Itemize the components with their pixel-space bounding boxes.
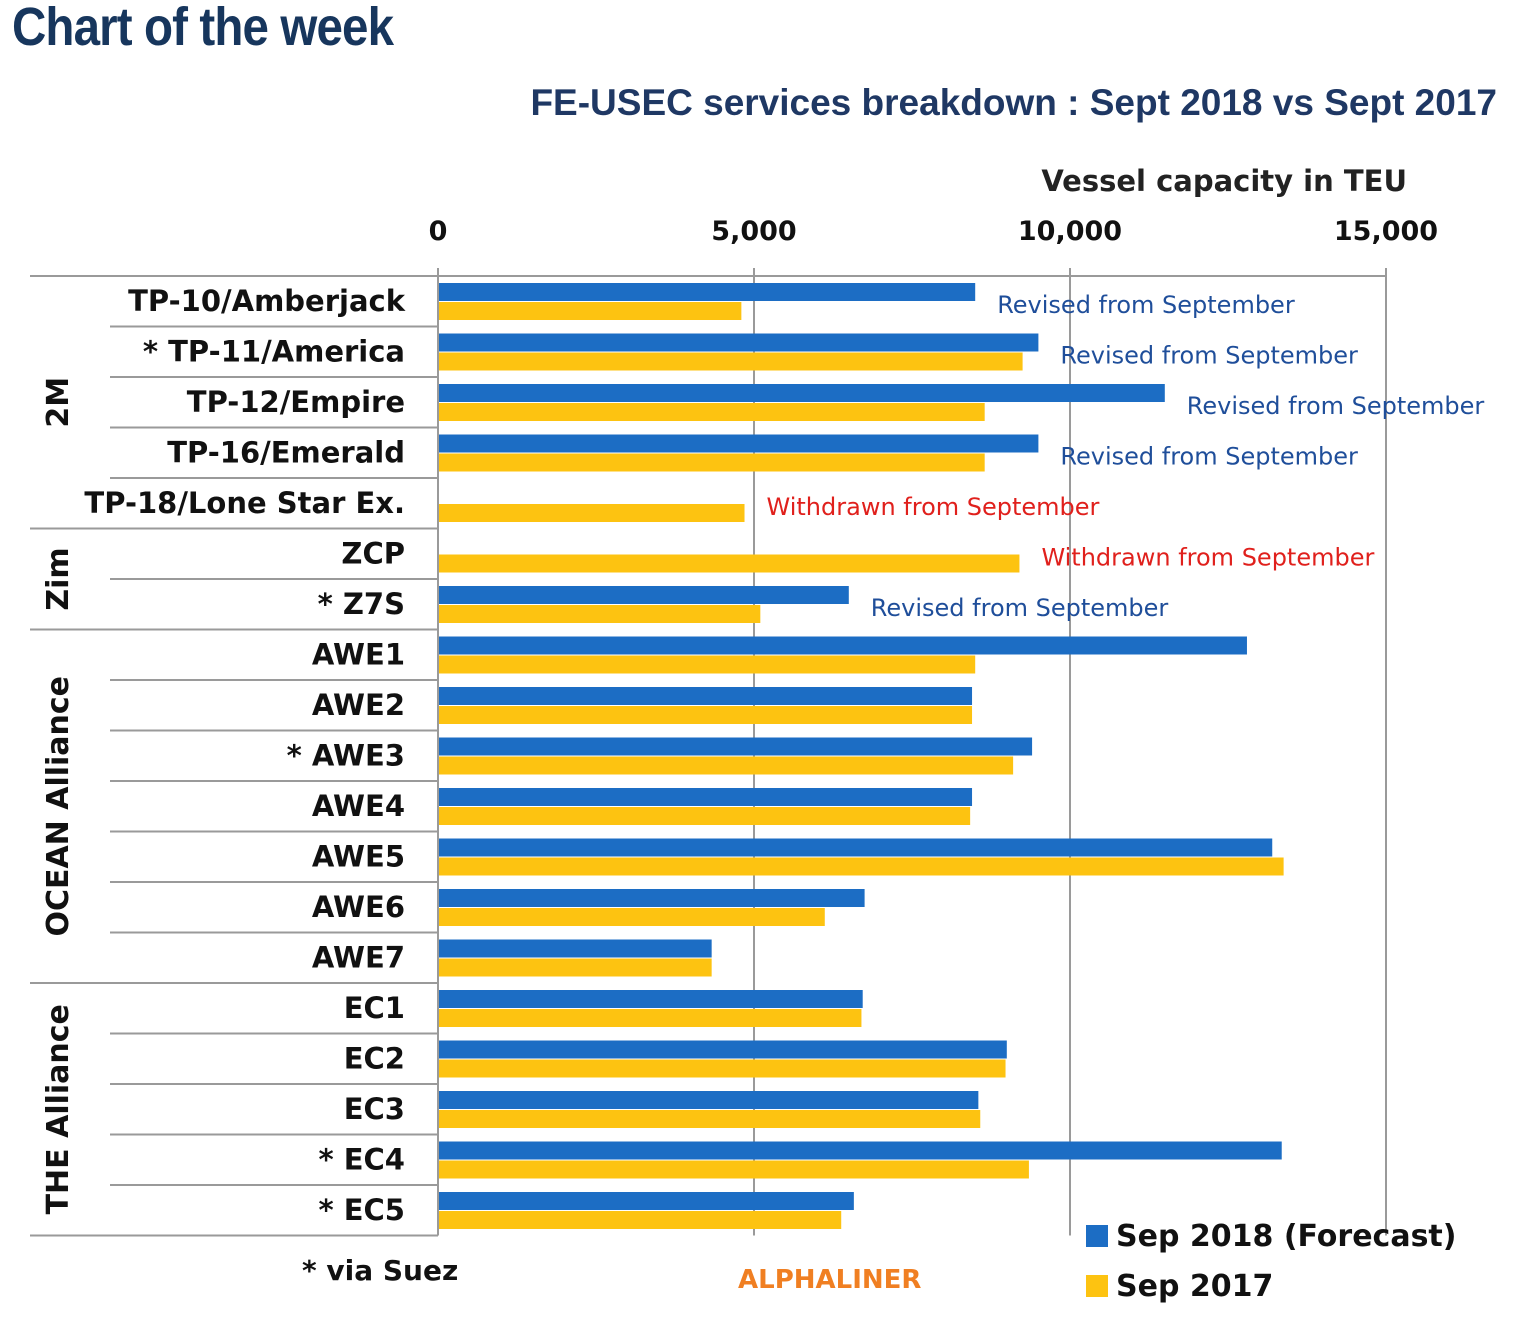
category-label-z7s: * Z7S bbox=[318, 587, 405, 621]
bar-sep-2018-forecast-tp-10-amberjack bbox=[439, 283, 976, 301]
bar-sep-2017-ec4 bbox=[439, 1160, 1029, 1179]
x-tick-label: 0 bbox=[429, 216, 448, 247]
bar-sep-2017-tp-16-emerald bbox=[439, 453, 985, 472]
category-label-ec2: EC2 bbox=[344, 1042, 405, 1076]
category-label-ec3: EC3 bbox=[344, 1092, 405, 1126]
group-label-2m: 2M bbox=[41, 377, 76, 428]
bar-sep-2017-ec3 bbox=[439, 1110, 981, 1128]
category-label-awe6: AWE6 bbox=[312, 890, 405, 924]
legend-swatch-sep-2018 bbox=[1086, 1225, 1108, 1247]
bar-sep-2017-z7s bbox=[439, 605, 761, 623]
annotation-revised-tp-10-amberjack: Revised from September bbox=[997, 291, 1295, 319]
bar-sep-2018-forecast-awe6 bbox=[439, 889, 865, 907]
chart-title: FE-USEC services breakdown : Sept 2018 v… bbox=[530, 82, 1497, 123]
category-label-tp-12-empire: TP-12/Empire bbox=[187, 385, 405, 419]
category-label-awe1: AWE1 bbox=[312, 638, 405, 672]
bar-sep-2018-forecast-ec1 bbox=[439, 990, 863, 1008]
bar-sep-2017-tp-18-lone-star-ex bbox=[439, 504, 745, 522]
bar-sep-2018-forecast-awe1 bbox=[439, 636, 1247, 655]
group-label-the-alliance: THE Alliance bbox=[41, 1004, 76, 1214]
bar-sep-2017-tp-12-empire bbox=[439, 403, 985, 421]
legend-label-sep-2018: Sep 2018 (Forecast) bbox=[1116, 1218, 1457, 1254]
annotation-withdrawn-zcp: Withdrawn from September bbox=[1041, 544, 1374, 572]
bar-sep-2017-awe1 bbox=[439, 655, 976, 674]
category-label-zcp: ZCP bbox=[341, 537, 405, 571]
source-label: ALPHALINER bbox=[738, 1265, 922, 1295]
bar-sep-2018-forecast-awe5 bbox=[439, 838, 1273, 857]
bar-sep-2018-forecast-ec5 bbox=[439, 1192, 854, 1210]
bar-sep-2018-forecast-ec2 bbox=[439, 1040, 1007, 1059]
x-tick-label: 5,000 bbox=[711, 216, 796, 247]
category-label-awe5: AWE5 bbox=[312, 840, 405, 874]
bar-sep-2018-forecast-awe7 bbox=[439, 939, 712, 958]
legend-swatch-sep-2017 bbox=[1086, 1275, 1108, 1297]
bar-sep-2017-awe7 bbox=[439, 958, 712, 977]
x-axis-title: Vessel capacity in TEU bbox=[1041, 164, 1407, 198]
bar-sep-2017-awe5 bbox=[439, 857, 1284, 876]
category-label-tp-10-amberjack: TP-10/Amberjack bbox=[128, 284, 406, 318]
bar-sep-2018-forecast-ec3 bbox=[439, 1091, 979, 1109]
bar-sep-2018-forecast-tp-12-empire bbox=[439, 384, 1165, 402]
annotation-revised-tp-12-empire: Revised from September bbox=[1187, 392, 1485, 420]
group-label-ocean-alliance: OCEAN Alliance bbox=[41, 676, 76, 937]
bar-sep-2017-tp-10-amberjack bbox=[439, 302, 742, 320]
bar-sep-2017-awe4 bbox=[439, 807, 971, 825]
annotation-withdrawn-tp-18-lone-star-ex: Withdrawn from September bbox=[767, 493, 1100, 521]
category-label-tp-11-america: * TP-11/America bbox=[143, 335, 405, 369]
group-label-zim: Zim bbox=[41, 547, 76, 610]
bar-sep-2018-forecast-tp-16-emerald bbox=[439, 434, 1039, 453]
category-label-awe2: AWE2 bbox=[312, 688, 405, 722]
bar-sep-2018-forecast-z7s bbox=[439, 586, 849, 604]
legend-label-sep-2017: Sep 2017 bbox=[1116, 1268, 1274, 1304]
bar-sep-2017-ec1 bbox=[439, 1009, 862, 1027]
annotation-revised-tp-16-emerald: Revised from September bbox=[1060, 443, 1358, 471]
category-label-ec1: EC1 bbox=[344, 991, 405, 1025]
bar-sep-2018-forecast-ec4 bbox=[439, 1141, 1282, 1160]
bar-sep-2017-awe6 bbox=[439, 908, 825, 926]
legend-item-sep-2018: Sep 2018 (Forecast) bbox=[1086, 1218, 1457, 1254]
bar-sep-2017-ec5 bbox=[439, 1211, 842, 1229]
category-label-awe3: * AWE3 bbox=[287, 739, 405, 773]
category-label-tp-18-lone-star-ex: TP-18/Lone Star Ex. bbox=[84, 486, 405, 520]
category-label-awe4: AWE4 bbox=[312, 789, 405, 823]
x-tick-label: 10,000 bbox=[1018, 216, 1122, 247]
bar-sep-2017-ec2 bbox=[439, 1059, 1006, 1078]
category-label-tp-16-emerald: TP-16/Emerald bbox=[167, 436, 405, 470]
bar-sep-2018-forecast-awe2 bbox=[439, 687, 973, 705]
category-label-ec5: * EC5 bbox=[318, 1193, 405, 1227]
legend-item-sep-2017: Sep 2017 bbox=[1086, 1268, 1274, 1304]
bar-sep-2018-forecast-awe3 bbox=[439, 737, 1033, 756]
annotation-revised-tp-11-america: Revised from September bbox=[1060, 342, 1358, 370]
page-heading: Chart of the week bbox=[12, 0, 394, 57]
bar-sep-2017-tp-11-america bbox=[439, 352, 1023, 371]
bar-sep-2017-awe2 bbox=[439, 706, 973, 724]
category-label-ec4: * EC4 bbox=[318, 1143, 405, 1177]
suez-footnote: * via Suez bbox=[302, 1254, 459, 1287]
bar-sep-2018-forecast-awe4 bbox=[439, 788, 973, 806]
annotation-revised-z7s: Revised from September bbox=[871, 594, 1169, 622]
bar-sep-2018-forecast-tp-11-america bbox=[439, 333, 1039, 352]
category-label-awe7: AWE7 bbox=[312, 941, 405, 975]
bar-sep-2017-zcp bbox=[439, 554, 1020, 573]
bar-sep-2017-awe3 bbox=[439, 756, 1014, 775]
x-tick-label: 15,000 bbox=[1334, 216, 1438, 247]
